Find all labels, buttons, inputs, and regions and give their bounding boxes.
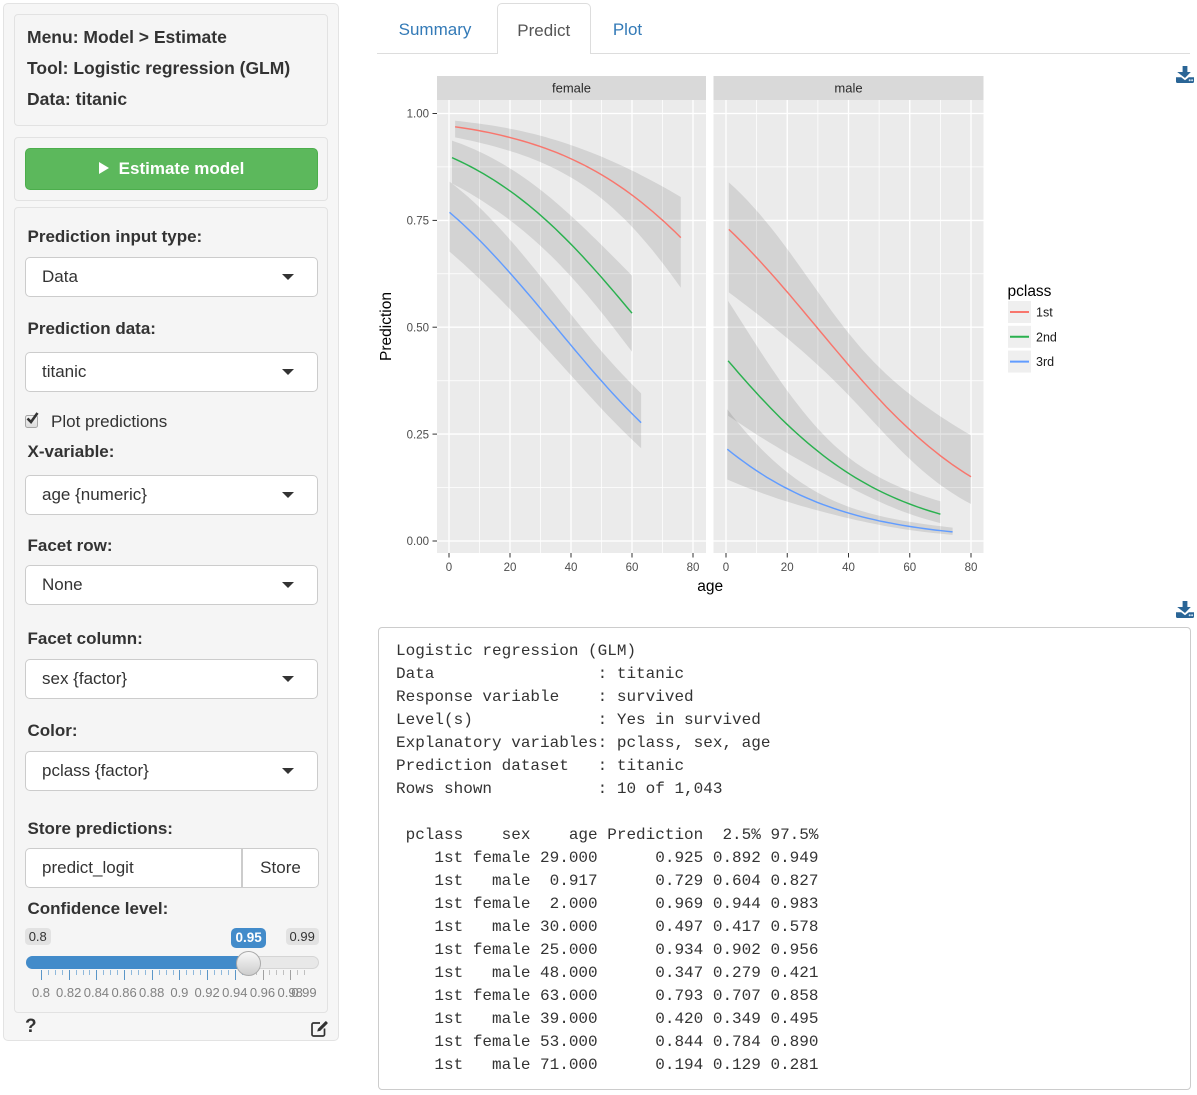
svg-text:0: 0: [446, 562, 452, 574]
svg-text:1.00: 1.00: [407, 109, 429, 121]
svg-text:pclass: pclass: [1008, 283, 1052, 300]
svg-text:20: 20: [781, 562, 794, 574]
svg-text:age: age: [697, 578, 723, 595]
svg-text:female: female: [552, 81, 591, 96]
svg-text:60: 60: [626, 562, 639, 574]
svg-text:80: 80: [687, 562, 700, 574]
svg-text:40: 40: [565, 562, 578, 574]
svg-text:40: 40: [842, 562, 855, 574]
svg-text:0: 0: [723, 562, 729, 574]
svg-text:0.25: 0.25: [407, 429, 429, 441]
svg-text:0.00: 0.00: [407, 536, 429, 548]
svg-text:80: 80: [965, 562, 978, 574]
svg-text:0.50: 0.50: [407, 322, 429, 334]
svg-text:0.75: 0.75: [407, 216, 429, 228]
svg-text:male: male: [834, 81, 862, 96]
svg-text:3rd: 3rd: [1036, 355, 1054, 369]
svg-text:1st: 1st: [1036, 306, 1053, 320]
svg-text:20: 20: [504, 562, 517, 574]
svg-text:2nd: 2nd: [1036, 330, 1057, 344]
svg-text:Prediction: Prediction: [378, 292, 395, 361]
svg-text:60: 60: [903, 562, 916, 574]
